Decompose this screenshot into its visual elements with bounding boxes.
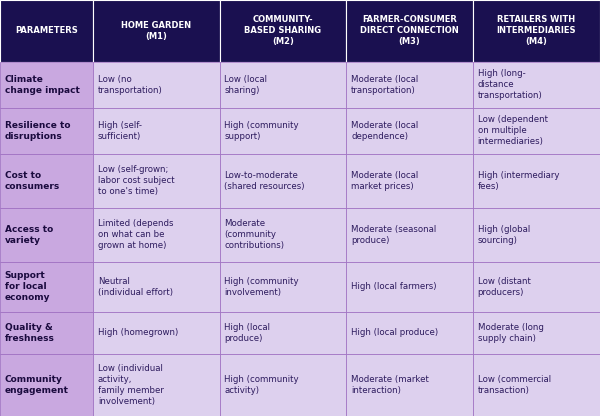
Text: High (local farmers): High (local farmers) <box>351 282 437 291</box>
Text: Resilience to
disruptions: Resilience to disruptions <box>5 121 70 141</box>
FancyBboxPatch shape <box>0 208 93 262</box>
FancyBboxPatch shape <box>93 0 220 62</box>
FancyBboxPatch shape <box>220 354 346 416</box>
FancyBboxPatch shape <box>220 108 346 154</box>
FancyBboxPatch shape <box>220 312 346 354</box>
FancyBboxPatch shape <box>0 312 93 354</box>
Text: RETAILERS WITH
INTERMEDIARIES
(M4): RETAILERS WITH INTERMEDIARIES (M4) <box>497 15 576 46</box>
FancyBboxPatch shape <box>346 62 473 108</box>
FancyBboxPatch shape <box>346 262 473 312</box>
FancyBboxPatch shape <box>220 62 346 108</box>
Text: Moderate (local
dependence): Moderate (local dependence) <box>351 121 418 141</box>
Text: Low (local
sharing): Low (local sharing) <box>224 74 268 95</box>
FancyBboxPatch shape <box>473 0 600 62</box>
Text: Moderate (local
market prices): Moderate (local market prices) <box>351 171 418 191</box>
FancyBboxPatch shape <box>220 262 346 312</box>
Text: High (global
sourcing): High (global sourcing) <box>478 225 530 245</box>
Text: Moderate
(community
contributions): Moderate (community contributions) <box>224 219 284 250</box>
FancyBboxPatch shape <box>473 108 600 154</box>
Text: High (intermediary
fees): High (intermediary fees) <box>478 171 559 191</box>
Text: High (self-
sufficient): High (self- sufficient) <box>98 121 142 141</box>
Text: Moderate (local
transportation): Moderate (local transportation) <box>351 74 418 95</box>
Text: Low (no
transportation): Low (no transportation) <box>98 74 163 95</box>
Text: Limited (depends
on what can be
grown at home): Limited (depends on what can be grown at… <box>98 219 173 250</box>
Text: Cost to
consumers: Cost to consumers <box>5 171 60 191</box>
FancyBboxPatch shape <box>93 62 220 108</box>
FancyBboxPatch shape <box>473 208 600 262</box>
FancyBboxPatch shape <box>0 0 93 62</box>
FancyBboxPatch shape <box>93 208 220 262</box>
FancyBboxPatch shape <box>473 312 600 354</box>
Text: Moderate (market
interaction): Moderate (market interaction) <box>351 375 429 395</box>
Text: Low (individual
activity,
family member
involvement): Low (individual activity, family member … <box>98 364 164 406</box>
FancyBboxPatch shape <box>473 154 600 208</box>
Text: High (local produce): High (local produce) <box>351 328 438 337</box>
FancyBboxPatch shape <box>473 262 600 312</box>
Text: PARAMETERS: PARAMETERS <box>15 26 78 35</box>
Text: HOME GARDEN
(M1): HOME GARDEN (M1) <box>121 21 191 41</box>
Text: Moderate (seasonal
produce): Moderate (seasonal produce) <box>351 225 436 245</box>
FancyBboxPatch shape <box>346 208 473 262</box>
Text: Moderate (long
supply chain): Moderate (long supply chain) <box>478 323 544 343</box>
FancyBboxPatch shape <box>473 62 600 108</box>
FancyBboxPatch shape <box>346 154 473 208</box>
Text: Climate
change impact: Climate change impact <box>5 74 80 95</box>
Text: High (community
support): High (community support) <box>224 121 299 141</box>
Text: Support
for local
economy: Support for local economy <box>5 271 50 302</box>
FancyBboxPatch shape <box>93 262 220 312</box>
FancyBboxPatch shape <box>0 262 93 312</box>
Text: Low (commercial
transaction): Low (commercial transaction) <box>478 375 551 395</box>
Text: FARMER-CONSUMER
DIRECT CONNECTION
(M3): FARMER-CONSUMER DIRECT CONNECTION (M3) <box>360 15 459 46</box>
FancyBboxPatch shape <box>93 108 220 154</box>
Text: High (community
activity): High (community activity) <box>224 375 299 395</box>
FancyBboxPatch shape <box>0 108 93 154</box>
Text: Quality &
freshness: Quality & freshness <box>5 323 55 343</box>
Text: COMMUNITY-
BASED SHARING
(M2): COMMUNITY- BASED SHARING (M2) <box>244 15 322 46</box>
Text: High (community
involvement): High (community involvement) <box>224 277 299 297</box>
Text: High (long-
distance
transportation): High (long- distance transportation) <box>478 69 542 100</box>
FancyBboxPatch shape <box>346 0 473 62</box>
Text: Low-to-moderate
(shared resources): Low-to-moderate (shared resources) <box>224 171 305 191</box>
FancyBboxPatch shape <box>93 154 220 208</box>
Text: Community
engagement: Community engagement <box>5 375 69 395</box>
FancyBboxPatch shape <box>0 154 93 208</box>
FancyBboxPatch shape <box>220 0 346 62</box>
Text: Low (self-grown;
labor cost subject
to one's time): Low (self-grown; labor cost subject to o… <box>98 165 175 196</box>
Text: Neutral
(individual effort): Neutral (individual effort) <box>98 277 173 297</box>
Text: Low (dependent
on multiple
intermediaries): Low (dependent on multiple intermediarie… <box>478 115 548 146</box>
FancyBboxPatch shape <box>0 354 93 416</box>
FancyBboxPatch shape <box>0 62 93 108</box>
FancyBboxPatch shape <box>473 354 600 416</box>
FancyBboxPatch shape <box>346 354 473 416</box>
Text: High (local
produce): High (local produce) <box>224 323 271 343</box>
Text: Access to
variety: Access to variety <box>5 225 53 245</box>
FancyBboxPatch shape <box>93 354 220 416</box>
Text: Low (distant
producers): Low (distant producers) <box>478 277 530 297</box>
FancyBboxPatch shape <box>93 312 220 354</box>
FancyBboxPatch shape <box>346 108 473 154</box>
Text: High (homegrown): High (homegrown) <box>98 328 178 337</box>
FancyBboxPatch shape <box>346 312 473 354</box>
FancyBboxPatch shape <box>220 208 346 262</box>
FancyBboxPatch shape <box>220 154 346 208</box>
